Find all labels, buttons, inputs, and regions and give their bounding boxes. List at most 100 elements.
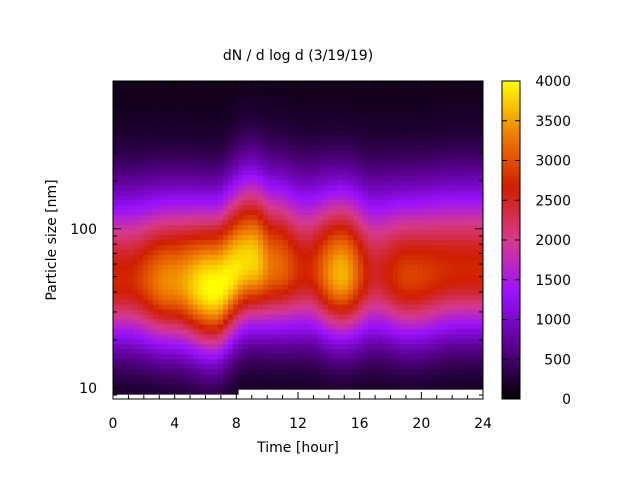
heatmap-cell [343,279,349,286]
heatmap-cell [438,105,444,112]
heatmap-cell [168,170,174,177]
heatmap-cell [318,369,324,375]
heatmap-cell [208,215,214,221]
heatmap-cell [158,115,164,122]
heatmap-cell [448,249,454,256]
heatmap-cell [348,190,354,196]
heatmap-cell [403,85,409,92]
heatmap-cell [188,259,194,266]
heatmap-cell [338,384,344,390]
heatmap-cell [448,254,454,261]
heatmap-cell [158,254,164,261]
heatmap-cell [448,349,454,355]
heatmap-cell [203,195,209,201]
heatmap-cell [378,145,384,152]
heatmap-cell [123,145,129,152]
heatmap-cell [283,81,289,87]
heatmap-cell [368,165,374,172]
heatmap-cell [168,240,174,246]
heatmap-cell [348,135,354,142]
heatmap-cell [128,289,134,296]
heatmap-cell [283,215,289,221]
heatmap-cell [113,379,119,385]
heatmap-cell [328,235,334,241]
heatmap-cell [288,190,294,196]
heatmap-cell [168,220,174,226]
heatmap-cell [163,339,169,345]
heatmap-cell [448,294,454,301]
heatmap-cell [263,235,269,241]
heatmap-cell [468,299,474,306]
heatmap-cell [403,269,409,276]
heatmap-cell [448,215,454,221]
heatmap-cell [208,309,214,316]
heatmap-cell [453,155,459,162]
heatmap-cell [403,329,409,336]
heatmap-cell [278,289,284,296]
heatmap-cell [213,274,219,281]
heatmap-cell [203,374,209,380]
heatmap-cell [353,279,359,286]
heatmap-cell [248,309,254,316]
heatmap-cell [198,359,204,365]
heatmap-cell [118,90,124,97]
heatmap-cell [148,254,154,261]
heatmap-cell [158,185,164,191]
heatmap-cell [368,374,374,380]
heatmap-cell [183,374,189,380]
heatmap-cell [118,279,124,286]
heatmap-cell [423,220,429,226]
heatmap-cell [378,230,384,236]
heatmap-cell [333,210,339,216]
heatmap-cell [278,220,284,226]
heatmap-cell [148,269,154,276]
heatmap-cell [433,105,439,112]
heatmap-cell [258,130,264,137]
heatmap-cell [203,125,209,132]
heatmap-cell [258,240,264,246]
heatmap-cell [328,135,334,142]
heatmap-cell [253,369,259,375]
heatmap-cell [453,110,459,117]
heatmap-cell [203,200,209,206]
heatmap-cell [423,249,429,256]
heatmap-cell [133,334,139,340]
heatmap-cell [413,269,419,276]
heatmap-cell [443,220,449,226]
heatmap-cell [313,200,319,206]
heatmap-cell [118,135,124,142]
heatmap-cell [278,240,284,246]
heatmap-cell [433,225,439,231]
heatmap-cell [408,309,414,316]
heatmap-cell [208,85,214,92]
heatmap-cell [353,100,359,107]
heatmap-cell [223,284,229,291]
heatmap-cell [398,334,404,340]
heatmap-cell [463,359,469,365]
heatmap-cell [288,269,294,276]
heatmap-cell [263,90,269,97]
heatmap-cell [458,165,464,172]
heatmap-cell [388,374,394,380]
heatmap-cell [158,284,164,291]
heatmap-cell [358,319,364,326]
heatmap-cell [358,190,364,196]
heatmap-cell [348,244,354,251]
heatmap-cell [403,309,409,316]
heatmap-cell [473,95,479,102]
heatmap-cell [313,254,319,261]
heatmap-cell [383,165,389,172]
heatmap-cell [113,115,119,122]
heatmap-cell [283,185,289,191]
heatmap-cell [453,100,459,107]
heatmap-cell [248,165,254,172]
heatmap-cell [423,324,429,331]
heatmap-cell [388,185,394,191]
heatmap-cell [178,145,184,152]
heatmap-cell [133,359,139,365]
heatmap-cell [358,244,364,251]
heatmap-cell [423,155,429,162]
heatmap-cell [273,175,279,181]
heatmap-cell [333,220,339,226]
heatmap-cell [233,344,239,350]
